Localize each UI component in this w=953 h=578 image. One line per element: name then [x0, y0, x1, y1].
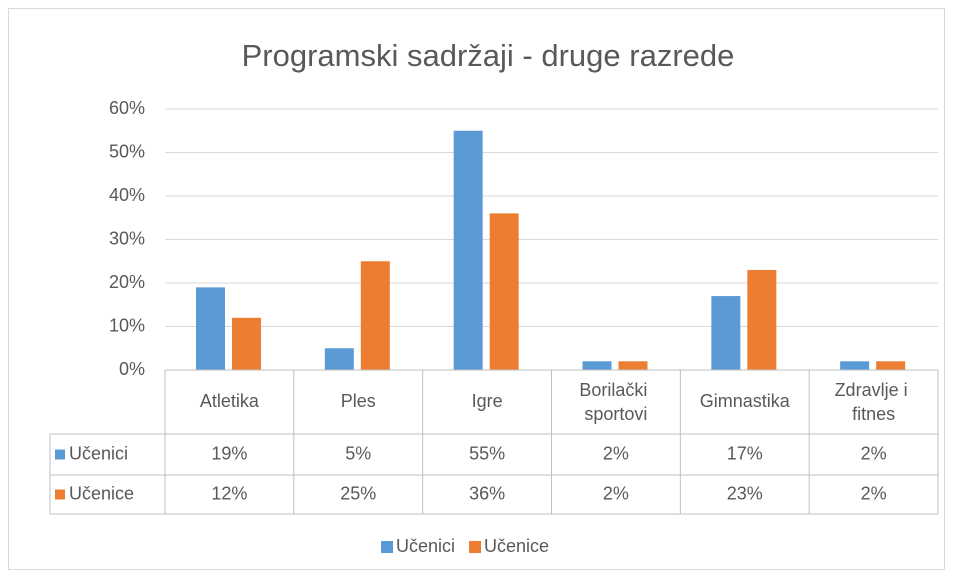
table-series-name: Učenici	[69, 443, 128, 463]
legend-key	[381, 541, 393, 553]
data-label: 5%	[345, 443, 371, 463]
data-label: 2%	[603, 443, 629, 463]
data-label: 36%	[469, 483, 505, 503]
x-tick-label: Borilački sportovi	[579, 380, 652, 424]
bar	[489, 213, 519, 370]
bar	[324, 348, 354, 370]
y-tick-label: 40%	[109, 185, 145, 205]
bar	[453, 130, 483, 370]
data-label: 2%	[603, 483, 629, 503]
label-line: fitnes	[852, 404, 895, 424]
y-tick-label: 30%	[109, 228, 145, 248]
x-tick-label: Ples	[341, 391, 376, 411]
table-series-name: Učenice	[69, 483, 134, 503]
legend-label: Učenice	[484, 536, 549, 556]
bar	[360, 261, 390, 370]
label-line: Borilački	[579, 380, 652, 400]
legend-key	[55, 449, 65, 460]
data-label: 23%	[727, 483, 763, 503]
x-tick-label: Zdravlje i fitnes	[835, 380, 913, 424]
data-label: 2%	[861, 483, 887, 503]
data-label: 25%	[340, 483, 376, 503]
data-label: 17%	[727, 443, 763, 463]
y-tick-label: 10%	[109, 315, 145, 335]
bar	[582, 361, 612, 370]
bar	[232, 317, 261, 370]
data-label: 55%	[469, 443, 505, 463]
data-label: 19%	[211, 443, 247, 463]
x-tick-label: Atletika	[200, 391, 260, 411]
bar	[196, 287, 225, 370]
y-tick-label: 50%	[109, 141, 145, 161]
bar	[618, 361, 648, 370]
legend-label: Učenici	[396, 536, 455, 556]
data-label: 12%	[211, 483, 247, 503]
x-tick-label: Igre	[472, 391, 503, 411]
y-tick-label: 60%	[109, 98, 145, 118]
y-tick-label: 0%	[119, 359, 145, 379]
label-line: sportovi	[584, 404, 647, 424]
x-tick-label: Gimnastika	[700, 391, 791, 411]
label-line: Zdravlje i	[835, 380, 913, 400]
legend-key	[55, 489, 65, 500]
bar	[747, 269, 777, 370]
data-label: 2%	[861, 443, 887, 463]
bar	[840, 361, 870, 370]
chart-title: Programski sadržaji - druge razrede	[242, 38, 735, 73]
legend-key	[469, 541, 482, 553]
y-tick-label: 20%	[109, 272, 145, 292]
bar	[711, 296, 741, 370]
bar	[876, 361, 906, 370]
